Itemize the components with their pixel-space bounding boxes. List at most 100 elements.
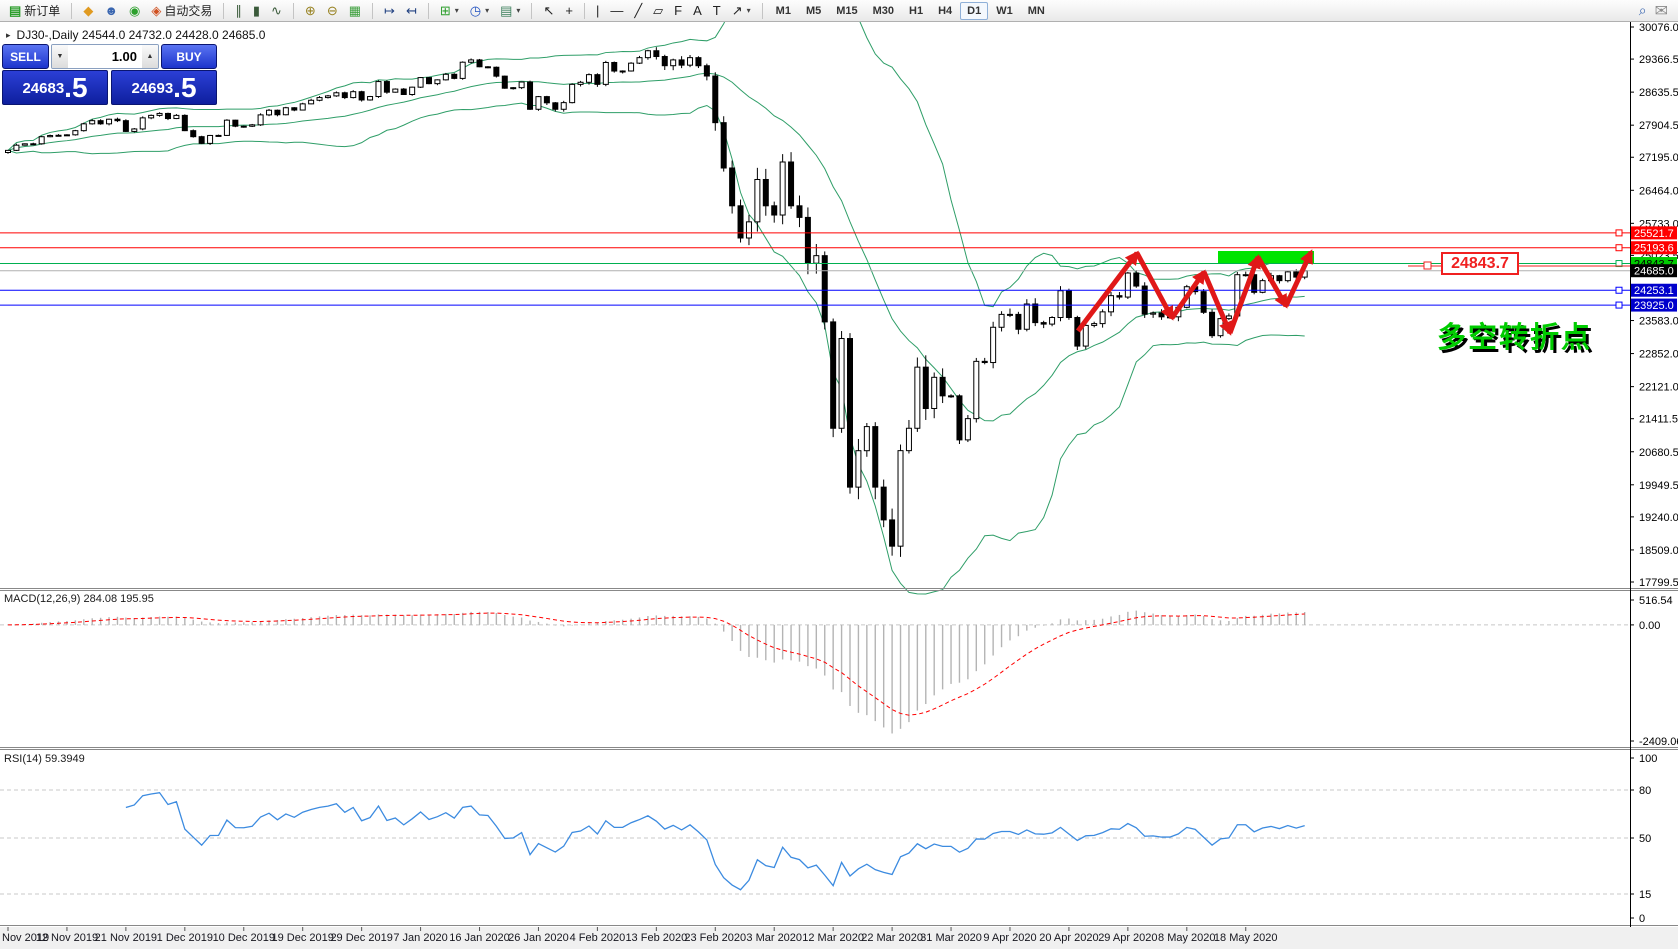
chevron-down-icon[interactable]: ▾	[516, 6, 521, 15]
sell-button[interactable]: SELL	[2, 44, 49, 69]
fibonacci-button[interactable]: F	[669, 0, 687, 21]
line-chart-icon: ∿	[271, 3, 282, 18]
buy-button[interactable]: BUY	[161, 44, 217, 69]
date-label: 29 Dec 2019	[330, 932, 392, 944]
new-order-button[interactable]: ▤ 新订单	[4, 0, 65, 21]
line-chart-button[interactable]: ∿	[266, 0, 287, 21]
date-label: 18 May 2020	[1214, 932, 1278, 944]
chart-shift-button[interactable]: ↦	[379, 0, 400, 21]
chevron-down-icon[interactable]: ▾	[485, 6, 490, 15]
auto-trading-icon: ◈	[151, 3, 162, 18]
svg-text:17799.5: 17799.5	[1639, 577, 1678, 589]
volume-value[interactable]: 1.00	[111, 49, 137, 64]
timeframe-m1-button[interactable]: M1	[775, 4, 791, 17]
timeframe-m5-button[interactable]: M5	[805, 4, 822, 17]
chart-window-icon: ▸	[6, 29, 11, 40]
zoom-in-button[interactable]: ⊕	[300, 0, 321, 21]
toolbar: ▤ 新订单 ◆ ☻ ◉ ◈ 自动交易 ∥ ▮ ∿ ⊕ ⊖ ▦ ↦ ↤ ⊞ ▾ ◷ ▾ ▤ ▾ ↖ + | — ╱ ▱ F A T ↗ ▾ M1 M…	[0, 0, 1678, 22]
highlighter-icon: ◆	[83, 3, 94, 18]
candlestick-chart-icon: ▮	[252, 3, 261, 18]
timeframe-d1-button[interactable]: D1	[960, 1, 989, 20]
toolbar-group-3: ⊕ ⊖ ▦	[300, 0, 366, 21]
profile-button[interactable]: ☻	[99, 0, 123, 21]
price-axis[interactable]: 30076.0 29366.5 28635.5 27904.5 27195.0 26464…	[1630, 22, 1678, 949]
note-annotation[interactable]: 多空转折点	[1437, 322, 1593, 354]
chevron-down-icon[interactable]: ▾	[746, 6, 751, 15]
highlight-rectangle[interactable]	[1218, 251, 1314, 263]
svg-text:23583.0: 23583.0	[1639, 316, 1678, 328]
channel-button[interactable]: ▱	[648, 0, 668, 21]
svg-text:26464.0: 26464.0	[1639, 185, 1678, 197]
buy-price-box[interactable]: 24693 .5	[111, 70, 217, 105]
sell-price-box[interactable]: 24683 .5	[2, 70, 108, 105]
buy-price-int: 24693	[131, 80, 174, 97]
templates-icon: ▤	[500, 3, 513, 18]
zoom-out-button[interactable]: ⊖	[322, 0, 343, 21]
volume-stepper[interactable]: ▼ 1.00 ▲	[51, 44, 159, 69]
timeframe-mn-button[interactable]: MN	[1027, 4, 1045, 17]
date-label: 7 Jan 2020	[393, 932, 447, 944]
highlighter-button[interactable]: ◆	[78, 0, 98, 21]
toolbar-separator	[531, 2, 533, 19]
date-label: 23 Feb 2020	[684, 932, 746, 944]
timeframe-m15-button[interactable]: M15	[836, 4, 858, 17]
bar-chart-icon: ∥	[235, 3, 242, 18]
price-callout-box[interactable]: 24843.7	[1441, 252, 1519, 275]
svg-text:27195.0: 27195.0	[1639, 152, 1678, 164]
search-icon[interactable]: ⌕	[1638, 2, 1647, 18]
cursor-icon: ↖	[543, 3, 555, 18]
svg-text:516.54: 516.54	[1639, 595, 1673, 607]
date-label: 31 Mar 2020	[920, 932, 982, 944]
profile-icon: ☻	[104, 3, 118, 18]
toolbar-separator	[427, 2, 429, 19]
date-label: 8 May 2020	[1158, 932, 1215, 944]
svg-text:30076.0: 30076.0	[1639, 22, 1678, 34]
date-label: 20 Apr 2020	[1039, 932, 1098, 944]
sell-price-frac: .5	[64, 72, 88, 103]
toolbar-group-1: ◆ ☻ ◉ ◈ 自动交易	[78, 0, 217, 21]
templates-button[interactable]: ▤ ▾	[495, 0, 525, 21]
chevron-down-icon[interactable]: ▾	[454, 6, 459, 15]
date-label: 19 Dec 2019	[272, 932, 334, 944]
auto-scroll-button[interactable]: ↤	[401, 0, 422, 21]
date-label: 12 Mar 2020	[802, 932, 864, 944]
bar-chart-button[interactable]: ∥	[230, 0, 247, 21]
fibonacci-icon: F	[674, 3, 683, 18]
trendline-button[interactable]: ╱	[629, 0, 647, 21]
arrows-button[interactable]: ↗ ▾	[727, 0, 756, 21]
svg-text:22121.0: 22121.0	[1639, 382, 1678, 394]
svg-text:19240.0: 19240.0	[1639, 512, 1678, 524]
text-button[interactable]: A	[688, 0, 707, 21]
candlestick-chart-button[interactable]: ▮	[248, 0, 265, 21]
chat-icon[interactable]: ✉	[1654, 2, 1668, 20]
trend-arrows[interactable]	[1076, 249, 1314, 336]
volume-decrease-button[interactable]: ▼	[52, 45, 68, 68]
date-label: Nov 2019	[2, 932, 49, 944]
svg-text:18509.0: 18509.0	[1639, 545, 1678, 557]
text-label-button[interactable]: T	[708, 0, 726, 21]
vertical-line-button[interactable]: |	[591, 0, 604, 21]
auto-trading-button[interactable]: ◈ 自动交易	[146, 0, 217, 21]
volume-increase-button[interactable]: ▲	[142, 45, 158, 68]
toolbar-separator	[372, 2, 374, 19]
signal-button[interactable]: ◉	[124, 0, 145, 21]
timeframe-group: M1 M5 M15 M30 H1 H4 D1 W1 MN	[769, 1, 1052, 20]
timeframe-w1-button[interactable]: W1	[996, 4, 1013, 17]
date-label: 10 Dec 2019	[213, 932, 275, 944]
horizontal-line-button[interactable]: —	[605, 0, 628, 21]
timeframe-h4-button[interactable]: H4	[938, 4, 953, 17]
horizontal-level-lines[interactable]	[0, 229, 1630, 309]
svg-text:22852.0: 22852.0	[1639, 349, 1678, 361]
crosshair-button[interactable]: +	[560, 0, 578, 21]
svg-text:20680.5: 20680.5	[1639, 447, 1678, 459]
indicators-button[interactable]: ⊞ ▾	[435, 0, 464, 21]
text-icon: A	[693, 3, 702, 18]
timeframe-m30-button[interactable]: M30	[872, 4, 895, 17]
periods-button[interactable]: ◷ ▾	[465, 0, 494, 21]
tile-windows-button[interactable]: ▦	[344, 0, 366, 21]
cursor-button[interactable]: ↖	[538, 0, 559, 21]
timeframe-h1-button[interactable]: H1	[909, 4, 924, 17]
